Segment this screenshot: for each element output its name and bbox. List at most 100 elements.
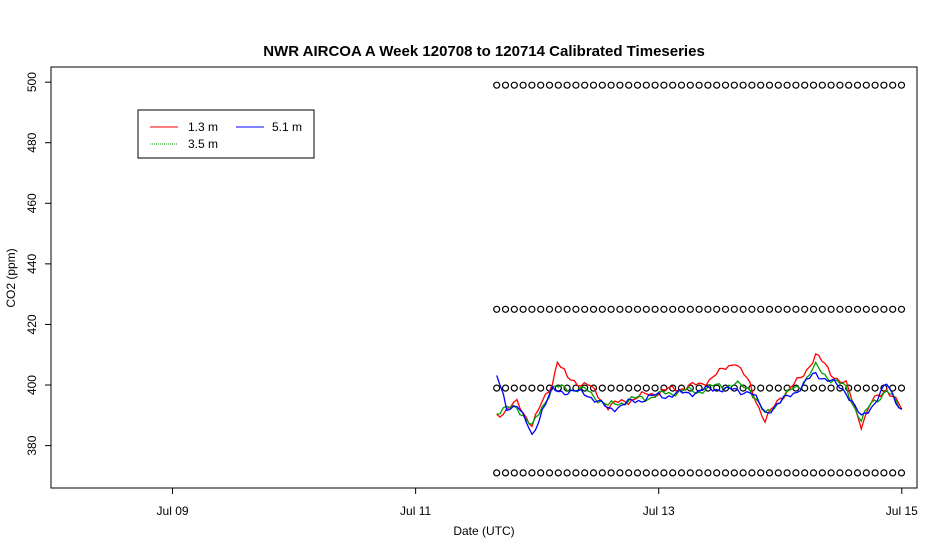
calibration-marker [598, 81, 606, 89]
calibration-marker [836, 81, 844, 89]
calibration-marker [774, 384, 782, 392]
calibration-marker [642, 305, 650, 313]
legend-label-1-3m: 1.3 m [188, 120, 218, 134]
calibration-marker [493, 305, 501, 313]
calibration-marker [519, 384, 527, 392]
calibration-marker [704, 305, 712, 313]
calibration-marker [589, 81, 598, 89]
calibration-marker [633, 81, 642, 89]
calibration-marker [721, 305, 730, 313]
calibration-marker [554, 81, 562, 89]
calibration-marker [633, 305, 642, 313]
x-axis: Jul 09 Jul 11 Jul 13 Jul 15 [157, 488, 918, 518]
y-tick-label: 420 [25, 314, 39, 334]
calibration-marker [651, 384, 659, 392]
calibration-marker [792, 81, 800, 89]
calibration-marker [695, 469, 703, 477]
calibration-marker [669, 469, 677, 477]
calibration-marker [713, 81, 721, 89]
calibration-marker [862, 81, 870, 89]
calibration-marker [519, 469, 527, 477]
calibration-marker [625, 469, 633, 477]
calibration-marker [862, 305, 870, 313]
calibration-marker [801, 469, 809, 477]
calibration-marker [493, 384, 501, 392]
calibration-marker [862, 384, 870, 392]
series-line-5-1-m [496, 371, 903, 436]
calibration-marker [537, 81, 545, 89]
calibration-marker [809, 469, 818, 477]
calibration-marker [748, 81, 756, 89]
y-axis: 380 400 420 440 460 480 500 [25, 72, 51, 456]
calibration-marker [633, 384, 642, 392]
calibration-marker [853, 469, 862, 477]
y-tick-label: 380 [25, 435, 39, 455]
calibration-marker [677, 81, 686, 89]
calibration-marker [598, 384, 606, 392]
series-lines [496, 352, 903, 436]
calibration-marker [545, 81, 554, 89]
calibration-marker [651, 81, 659, 89]
calibration-marker [889, 305, 897, 313]
calibration-marker [774, 469, 782, 477]
calibration-marker [774, 305, 782, 313]
calibration-marker [572, 305, 580, 313]
calibration-marker [616, 469, 624, 477]
x-tick-label: Jul 11 [400, 504, 431, 518]
calibration-marker [765, 305, 774, 313]
y-tick-label: 480 [25, 132, 39, 152]
legend-box [137, 109, 315, 159]
calibration-marker [493, 469, 501, 477]
calibration-marker [528, 305, 536, 313]
calibration-marker [589, 469, 598, 477]
calibration-marker [554, 305, 562, 313]
calibration-marker [519, 305, 527, 313]
y-tick-label: 500 [25, 72, 39, 92]
calibration-marker [572, 81, 580, 89]
calibration-marker [642, 469, 650, 477]
calibration-marker [598, 469, 606, 477]
y-tick-label: 460 [25, 193, 39, 213]
calibration-marker [510, 384, 518, 392]
calibration-marker [871, 305, 879, 313]
y-tick-label: 400 [25, 375, 39, 395]
calibration-marker [836, 384, 844, 392]
legend-label-3-5m: 3.5 m [188, 137, 218, 151]
calibration-marker [739, 469, 747, 477]
calibration-marker [537, 384, 545, 392]
legend-label-5-1m: 5.1 m [272, 120, 302, 134]
calibration-marker [792, 305, 800, 313]
calibration-marker [642, 384, 650, 392]
calibration-marker [836, 469, 844, 477]
calibration-marker [660, 469, 668, 477]
series-line-3-5-m [496, 360, 903, 425]
calibration-marker [519, 81, 527, 89]
y-tick-label: 440 [25, 254, 39, 274]
calibration-marker [510, 81, 518, 89]
calibration-marker [801, 305, 809, 313]
calibration-marker [625, 384, 633, 392]
calibration-marker [730, 81, 738, 89]
calibration-marker [598, 305, 606, 313]
calibration-marker [660, 81, 668, 89]
calibration-marker [713, 384, 721, 392]
calibration-marker [897, 469, 906, 477]
calibration-marker [897, 305, 906, 313]
calibration-markers [493, 81, 906, 477]
calibration-marker [897, 81, 906, 89]
calibration-marker [616, 305, 624, 313]
calibration-marker [581, 384, 589, 392]
calibration-marker [607, 469, 615, 477]
calibration-marker [651, 305, 659, 313]
calibration-marker [501, 384, 510, 392]
x-tick-label: Jul 13 [643, 504, 675, 518]
calibration-marker [809, 81, 818, 89]
calibration-marker [528, 469, 536, 477]
calibration-marker [757, 384, 765, 392]
calibration-marker [889, 469, 897, 477]
calibration-marker [765, 469, 774, 477]
calibration-marker [757, 469, 765, 477]
y-axis-label: CO2 (ppm) [4, 248, 18, 307]
calibration-marker [669, 384, 677, 392]
calibration-marker [572, 469, 580, 477]
